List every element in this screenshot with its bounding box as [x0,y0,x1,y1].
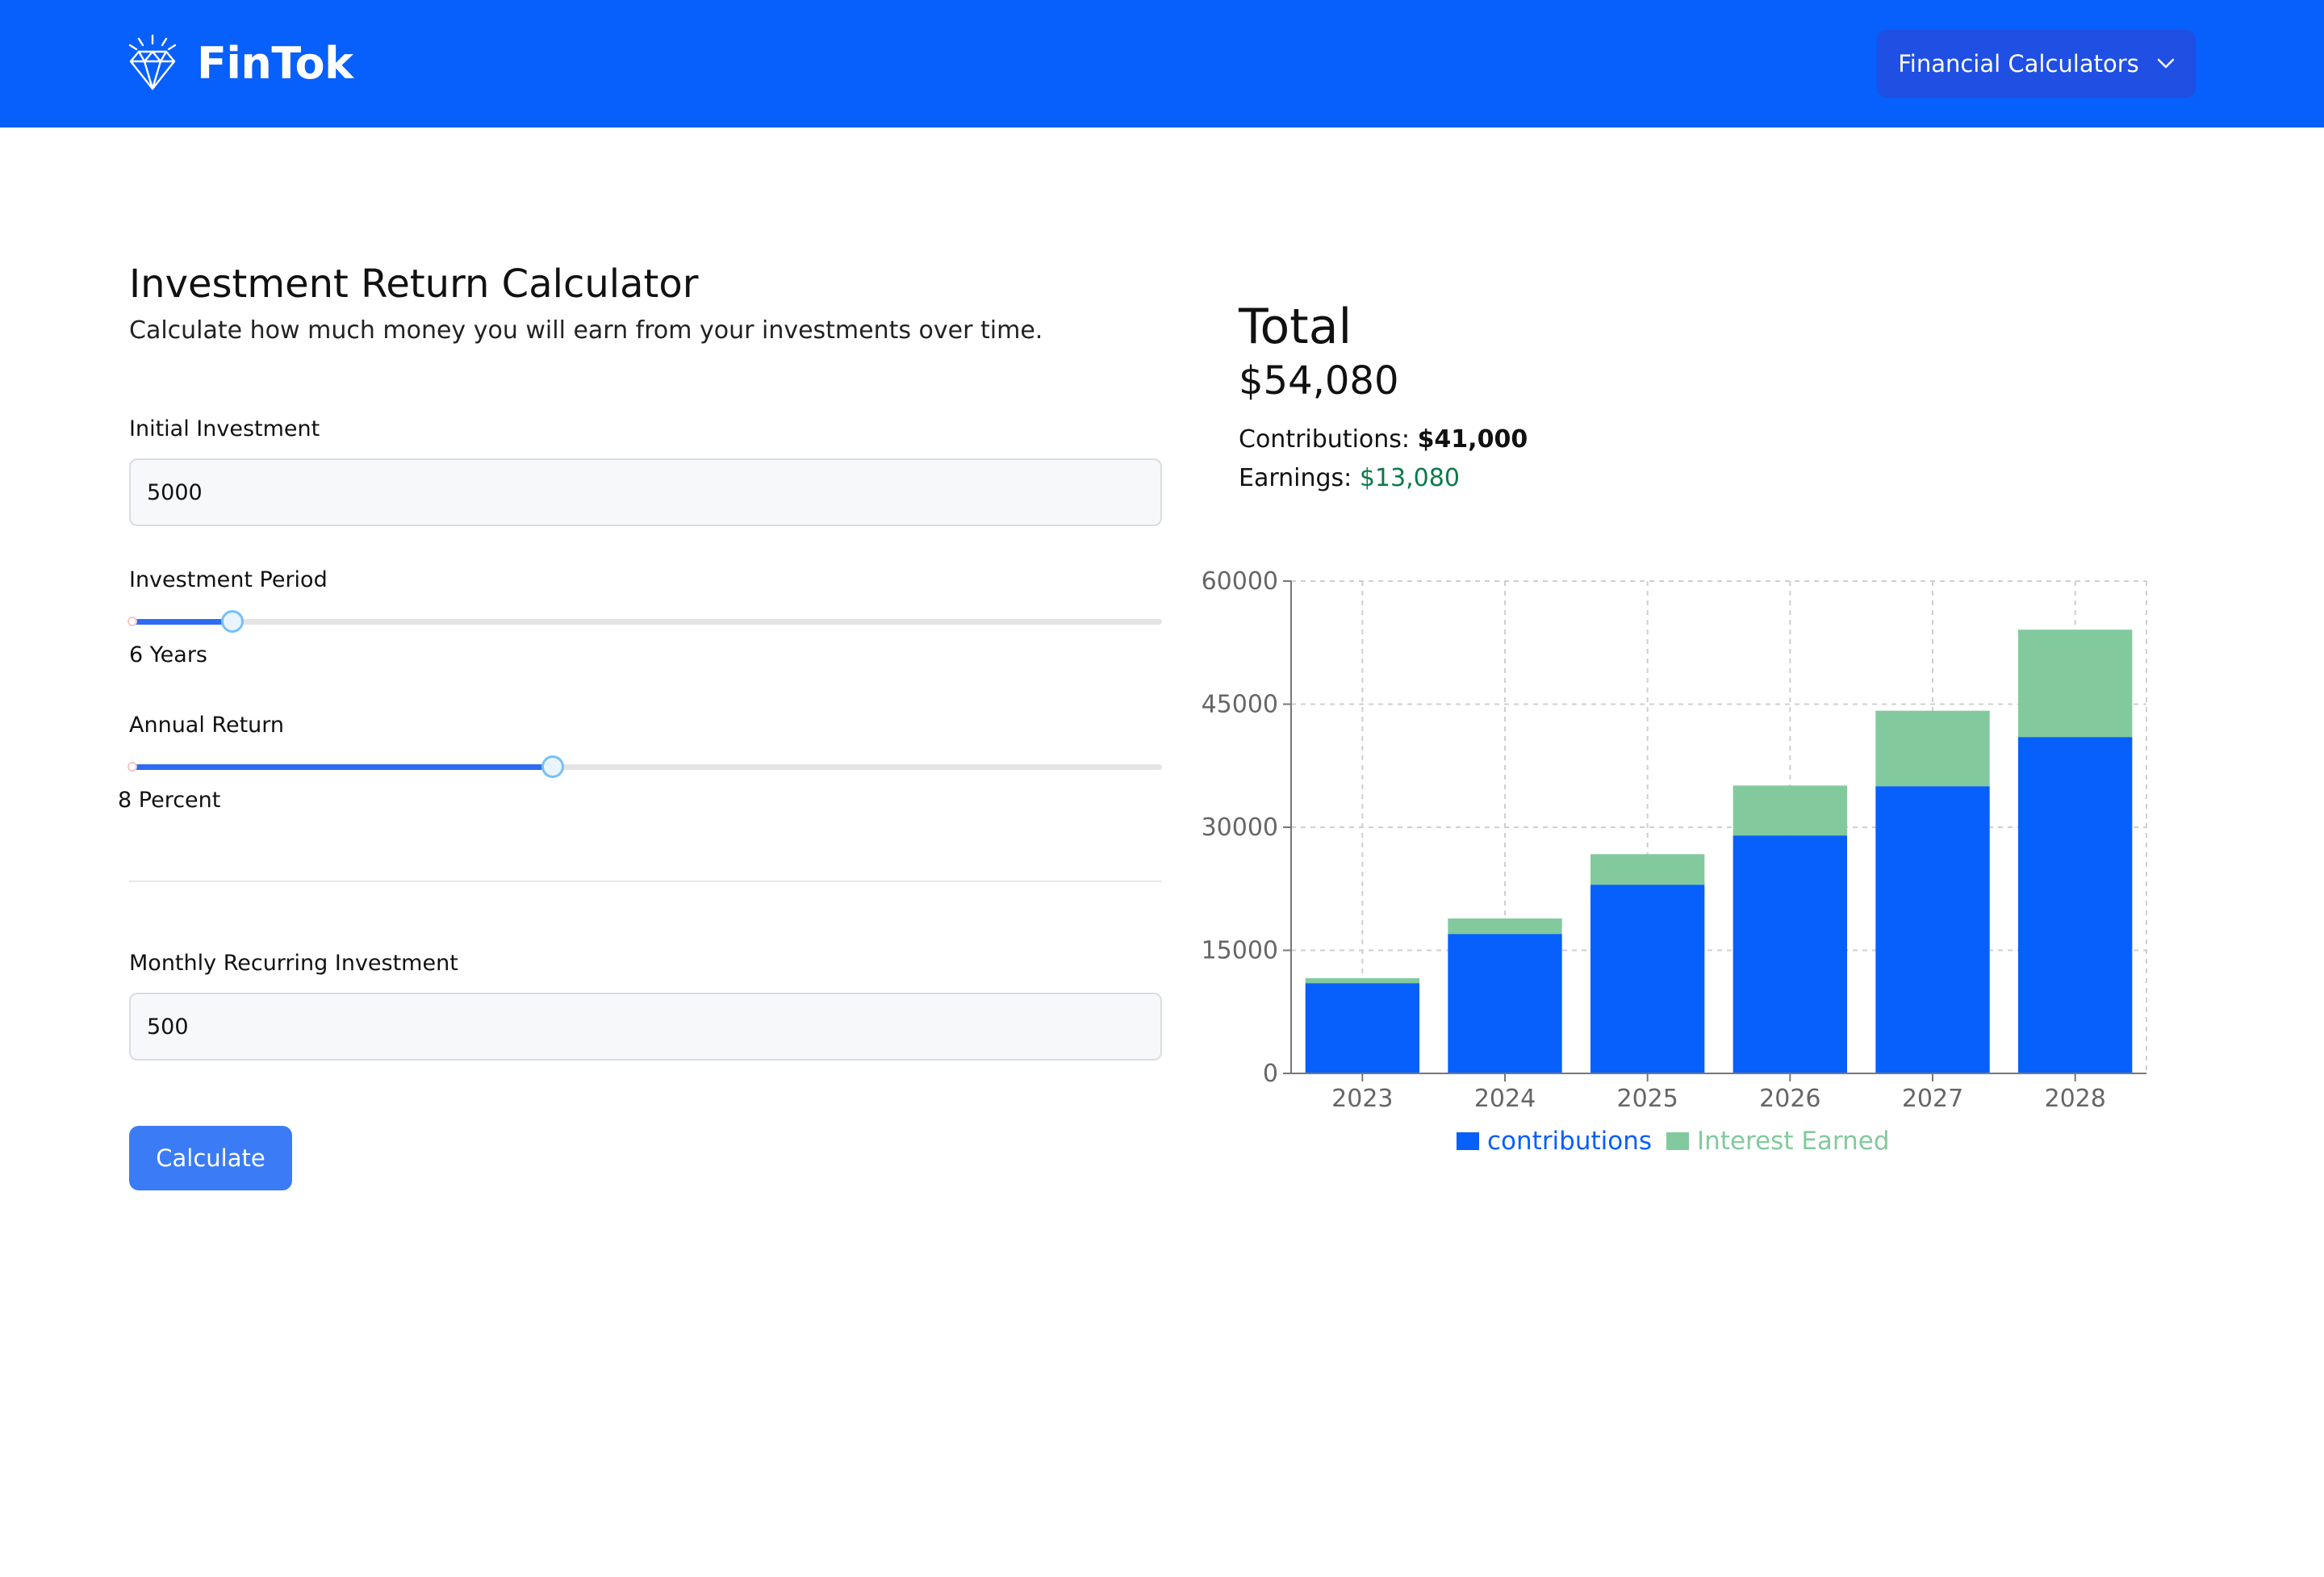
investment-growth-chart: 0 15000 30000 45000 60000 2023 2024 2025 2026 202… [1202,567,2147,1113]
y-tick-label: 15000 [1202,937,1278,965]
x-tick-label: 2028 [2044,1085,2105,1113]
initial-investment-input[interactable] [129,458,1162,526]
slider-handle[interactable] [221,610,244,633]
investment-period-value: 6 Years [129,642,207,667]
calculate-button[interactable]: Calculate [129,1126,292,1190]
monthly-recurring-input[interactable] [129,993,1162,1060]
legend-swatch-contributions [1457,1132,1479,1150]
dropdown-label: Financial Calculators [1898,50,2139,77]
bar-contributions-2023 [1305,983,1419,1073]
slider-fill [129,619,232,625]
bar-contributions-2025 [1590,885,1705,1073]
bar-contributions-2026 [1733,835,1847,1073]
x-tick-label: 2026 [1759,1085,1820,1113]
section-divider [129,881,1162,882]
earnings-summary: Earnings: $13,080 [1239,464,1460,492]
y-tick-label: 45000 [1202,691,1278,719]
monthly-recurring-label: Monthly Recurring Investment [129,951,458,976]
y-tick-label: 60000 [1202,567,1278,596]
x-tick-label: 2025 [1616,1085,1678,1113]
contributions-label: Contributions: [1239,425,1411,454]
brand-logo[interactable]: FinTok [127,31,353,95]
page-title: Investment Return Calculator [129,261,699,307]
brand-name: FinTok [197,37,353,89]
total-value: $54,080 [1239,358,1399,404]
legend-label-contributions: contributions [1487,1127,1653,1156]
bar-interest-2025 [1590,854,1705,885]
x-tick-label: 2023 [1331,1085,1393,1113]
earnings-label: Earnings: [1239,464,1352,492]
investment-period-slider[interactable] [127,609,1162,634]
x-tick-label: 2024 [1474,1085,1536,1113]
slider-start-marker [127,617,137,626]
legend-item-interest-earned[interactable]: Interest Earned [1666,1127,1890,1156]
contributions-summary: Contributions: $41,000 [1239,425,1528,454]
slider-handle[interactable] [541,755,564,778]
legend-swatch-interest [1666,1132,1690,1150]
investment-period-label: Investment Period [129,567,328,592]
diamond-icon [128,34,177,90]
total-label: Total [1239,299,1352,355]
y-tick-label: 30000 [1202,814,1278,842]
annual-return-slider[interactable] [127,755,1162,779]
initial-investment-label: Initial Investment [129,416,320,441]
chart-legend: contributions Interest Earned [1457,1127,1904,1156]
annual-return-label: Annual Return [129,713,285,738]
x-tick-label: 2027 [1902,1085,1963,1113]
bar-interest-2026 [1733,785,1847,836]
earnings-value: $13,080 [1359,464,1460,492]
slider-track [129,619,1162,625]
chevron-down-icon [2157,58,2175,69]
contributions-value: $41,000 [1417,425,1528,454]
bar-contributions-2028 [2018,737,2133,1073]
legend-label-interest-earned: Interest Earned [1697,1127,1890,1156]
bar-interest-2028 [2018,630,2133,738]
slider-fill [129,764,553,770]
annual-return-value: 8 Percent [118,788,221,813]
bar-interest-2027 [1875,710,1990,787]
slider-track [129,764,1162,770]
page-subtitle: Calculate how much money you will earn f… [129,316,1043,345]
financial-calculators-dropdown[interactable]: Financial Calculators [1877,30,2196,98]
legend-item-contributions[interactable]: contributions [1457,1127,1652,1156]
bar-interest-2023 [1305,978,1419,984]
bar-contributions-2027 [1875,786,1990,1073]
slider-start-marker [127,762,137,772]
bar-interest-2024 [1448,918,1562,935]
bar-contributions-2024 [1448,934,1562,1073]
top-navbar: FinTok Financial Calculators [0,0,2324,128]
y-tick-label: 0 [1263,1060,1278,1088]
